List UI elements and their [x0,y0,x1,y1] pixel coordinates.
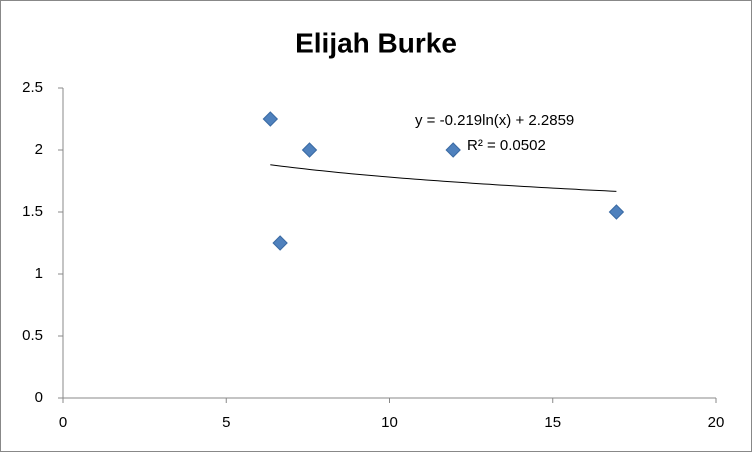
chart-title: Elijah Burke [295,27,457,58]
y-tick-label: 2 [35,141,43,158]
data-point [445,142,461,158]
x-tick-label: 10 [381,414,398,431]
y-tick-label: 0.5 [22,327,43,344]
data-point [262,111,279,127]
y-tick-label: 1 [35,265,43,282]
trendline-equation: y = -0.219ln(x) + 2.2859 [415,112,574,129]
x-tick-label: 20 [708,414,725,431]
x-tick-label: 15 [544,414,561,431]
data-point [272,235,288,251]
y-tick-label: 1.5 [22,203,43,220]
x-tick-label: 5 [222,414,230,431]
data-point [301,142,318,158]
x-tick-label: 0 [59,414,67,431]
y-tick-label: 2.5 [22,79,43,96]
data-point [608,204,625,220]
y-tick-label: 0 [35,389,43,406]
trendline [270,164,617,192]
trendline-r2: R² = 0.0502 [467,137,546,154]
